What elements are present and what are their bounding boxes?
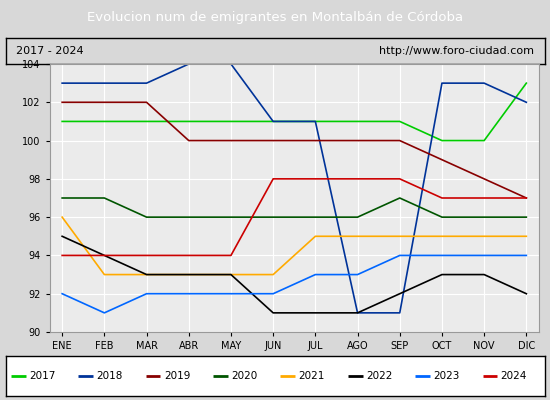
Text: 2019: 2019 [164, 371, 190, 381]
Text: 2017 - 2024: 2017 - 2024 [16, 46, 84, 56]
Text: 2021: 2021 [299, 371, 325, 381]
Text: 2017: 2017 [29, 371, 56, 381]
Text: 2018: 2018 [96, 371, 123, 381]
Text: 2023: 2023 [433, 371, 460, 381]
Text: http://www.foro-ciudad.com: http://www.foro-ciudad.com [379, 46, 534, 56]
Text: 2022: 2022 [366, 371, 392, 381]
Text: 2024: 2024 [500, 371, 527, 381]
Text: Evolucion num de emigrantes en Montalbán de Córdoba: Evolucion num de emigrantes en Montalbán… [87, 12, 463, 24]
Text: 2020: 2020 [231, 371, 257, 381]
